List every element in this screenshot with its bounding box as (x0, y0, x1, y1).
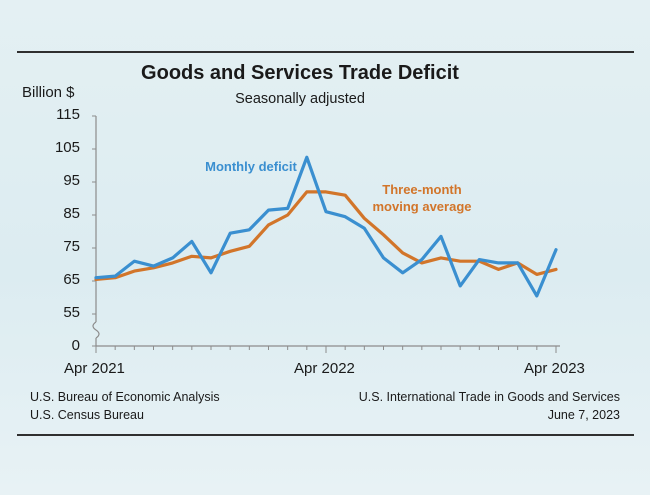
x-tick-label: Apr 2022 (294, 360, 355, 377)
y-tick-label: 115 (56, 106, 80, 123)
footer-report-title: U.S. International Trade in Goods and Se… (358, 390, 620, 404)
footer-source-right: U.S. International Trade in Goods and Se… (300, 388, 620, 424)
footer-source-left: U.S. Bureau of Economic Analysis U.S. Ce… (30, 388, 220, 424)
x-tick-label: Apr 2021 (64, 360, 125, 377)
y-tick-label: 75 (63, 238, 80, 255)
bottom-rule (17, 434, 634, 436)
footer-report-date: June 7, 2023 (547, 408, 620, 422)
footer-source-census: U.S. Census Bureau (30, 408, 144, 422)
series-monthly-deficit-line (94, 155, 558, 298)
monthly-deficit-annotation: Monthly deficit (205, 159, 297, 174)
y-tick-label: 0 (71, 337, 80, 354)
y-tick-label: 65 (63, 271, 80, 288)
moving-average-annotation-text: Three-month moving average (372, 182, 472, 214)
y-tick-label: 55 (63, 304, 80, 321)
moving-average-annotation: Three-month moving average (360, 181, 484, 215)
y-tick-label: 105 (54, 139, 80, 156)
y-tick-label: 85 (63, 205, 80, 222)
chart-subtitle: Seasonally adjusted (235, 91, 365, 107)
footer-source-bea: U.S. Bureau of Economic Analysis (30, 390, 220, 404)
chart-title: Goods and Services Trade Deficit (141, 62, 459, 84)
y-axis-break (92, 321, 100, 339)
y-tick-label: 95 (63, 172, 80, 189)
top-rule (17, 51, 634, 53)
x-tick-label: Apr 2023 (524, 360, 585, 377)
series-moving-average-line (94, 190, 558, 281)
y-axis-label: Billion $ (22, 84, 75, 101)
